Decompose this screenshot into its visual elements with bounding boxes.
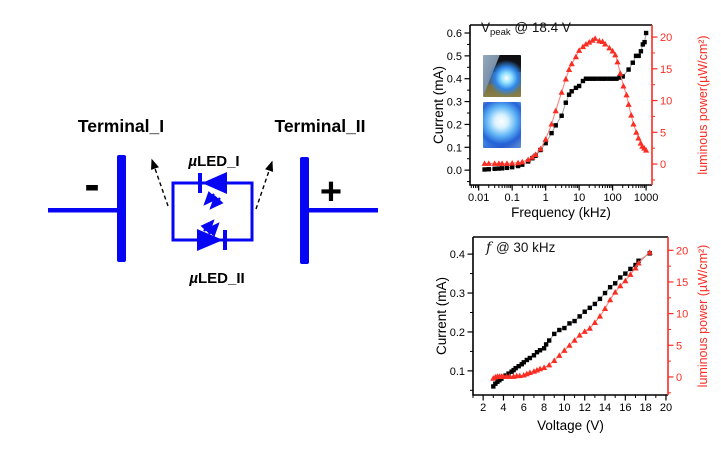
svg-text:20: 20 [660, 402, 672, 414]
svg-text:10: 10 [558, 402, 570, 414]
svg-text:16: 16 [619, 402, 631, 414]
svg-text:0.6: 0.6 [447, 28, 462, 40]
terminal-right-label: Terminal_II [274, 116, 365, 136]
svg-text:0.1: 0.1 [447, 142, 462, 154]
svg-text:100: 100 [603, 192, 621, 204]
svg-text:0.3: 0.3 [450, 288, 465, 300]
plot-frame [469, 24, 653, 186]
svg-text:10: 10 [573, 192, 585, 204]
x-axis-label: Frequency (kHz) [511, 205, 611, 220]
left-electrode-bar [117, 155, 126, 262]
x-axis-label: Voltage (V) [537, 418, 604, 433]
vpeak-subscript: peak [490, 27, 511, 38]
svg-text:0.1: 0.1 [450, 366, 465, 378]
circuit-diagram: Terminal_I Terminal_II - + µLED [48, 116, 378, 287]
svg-text:18: 18 [640, 402, 652, 414]
svg-text:5: 5 [660, 127, 666, 139]
svg-text:0: 0 [660, 159, 666, 171]
vpeak-suffix: @ 18.4 V [510, 20, 571, 35]
right-axis-label: luminous power (µW/cm²) [696, 245, 710, 388]
pointer-arrow-right [255, 160, 274, 210]
svg-text:12: 12 [579, 402, 591, 414]
svg-text:0.1: 0.1 [505, 192, 520, 204]
svg-text:2: 2 [480, 402, 486, 414]
inset-photo-bright-led [483, 102, 521, 148]
right-electrode-bar [300, 157, 309, 264]
right-electrode-lead [305, 208, 378, 213]
inset-photo-dim-led [483, 55, 521, 97]
vpeak-annotation: Vpeak @ 18.4 V [481, 20, 571, 38]
plus-sign: + [320, 171, 342, 213]
svg-text:5: 5 [676, 340, 682, 352]
svg-text:8: 8 [541, 402, 547, 414]
svg-text:0.2: 0.2 [447, 119, 462, 131]
right-axis: 0 5 10 15 20 luminous power(µW/cm²) [652, 32, 710, 181]
left-electrode-lead [48, 208, 121, 213]
svg-text:20: 20 [660, 32, 672, 44]
svg-text:0.5: 0.5 [447, 51, 462, 63]
svg-text:15: 15 [676, 277, 688, 289]
svg-text:1000: 1000 [634, 192, 658, 204]
pointer-arrow-left [151, 158, 169, 207]
freq-suffix: @ 30 kHz [492, 240, 556, 255]
svg-text:0: 0 [676, 372, 682, 384]
svg-text:4: 4 [500, 402, 506, 414]
frequency-annotation: f @ 30 kHz [486, 240, 555, 256]
svg-text:0.2: 0.2 [450, 327, 465, 339]
led-1-label: µLED_I [187, 153, 239, 170]
terminal-left-label: Terminal_I [78, 116, 164, 136]
series-luminous_power [490, 249, 653, 381]
vpeak-prefix: V [481, 20, 491, 35]
svg-text:1: 1 [543, 192, 549, 204]
x-axis: 2 4 6 8 10 12 14 16 18 20 Voltage (V) [472, 395, 672, 433]
svg-text:10: 10 [660, 96, 672, 108]
svg-text:0.0: 0.0 [447, 165, 462, 177]
svg-text:0.4: 0.4 [447, 74, 462, 86]
svg-text:0.4: 0.4 [450, 249, 465, 261]
svg-text:15: 15 [660, 64, 672, 76]
svg-text:14: 14 [599, 402, 611, 414]
series-luminous_power [481, 35, 650, 166]
svg-text:6: 6 [521, 402, 527, 414]
left-axis-label: Current (mA) [431, 66, 446, 144]
right-axis-label: luminous power(µW/cm²) [696, 35, 710, 174]
svg-text:0.01: 0.01 [468, 192, 489, 204]
plot-frame [472, 236, 669, 396]
svg-text:0.3: 0.3 [447, 97, 462, 109]
left-axis: 0.1 0.2 0.3 0.4 Current (mA) [434, 249, 473, 391]
svg-text:20: 20 [676, 245, 688, 257]
minus-sign: - [84, 158, 99, 210]
left-axis-label: Current (mA) [434, 277, 449, 355]
x-axis: 0.01 0.1 1 10 100 1000 Frequency (kHz) [468, 185, 658, 220]
voltage-chart: 2 4 6 8 10 12 14 16 18 20 Voltage (V) 0.1 0.2 0.3 0.4 C… [434, 236, 710, 433]
led-2-symbol [197, 219, 227, 251]
led-1-symbol [198, 172, 227, 210]
svg-text:10: 10 [676, 309, 688, 321]
series-current [491, 251, 652, 389]
freq-italic-f: f [486, 240, 492, 256]
left-axis: 0.0 0.1 0.2 0.3 0.4 0.5 0.6 Current (mA) [431, 28, 470, 183]
right-axis: 0 5 10 15 20 luminous power (µW/cm²) [668, 245, 710, 394]
led-2-label: µLED_II [188, 270, 244, 287]
